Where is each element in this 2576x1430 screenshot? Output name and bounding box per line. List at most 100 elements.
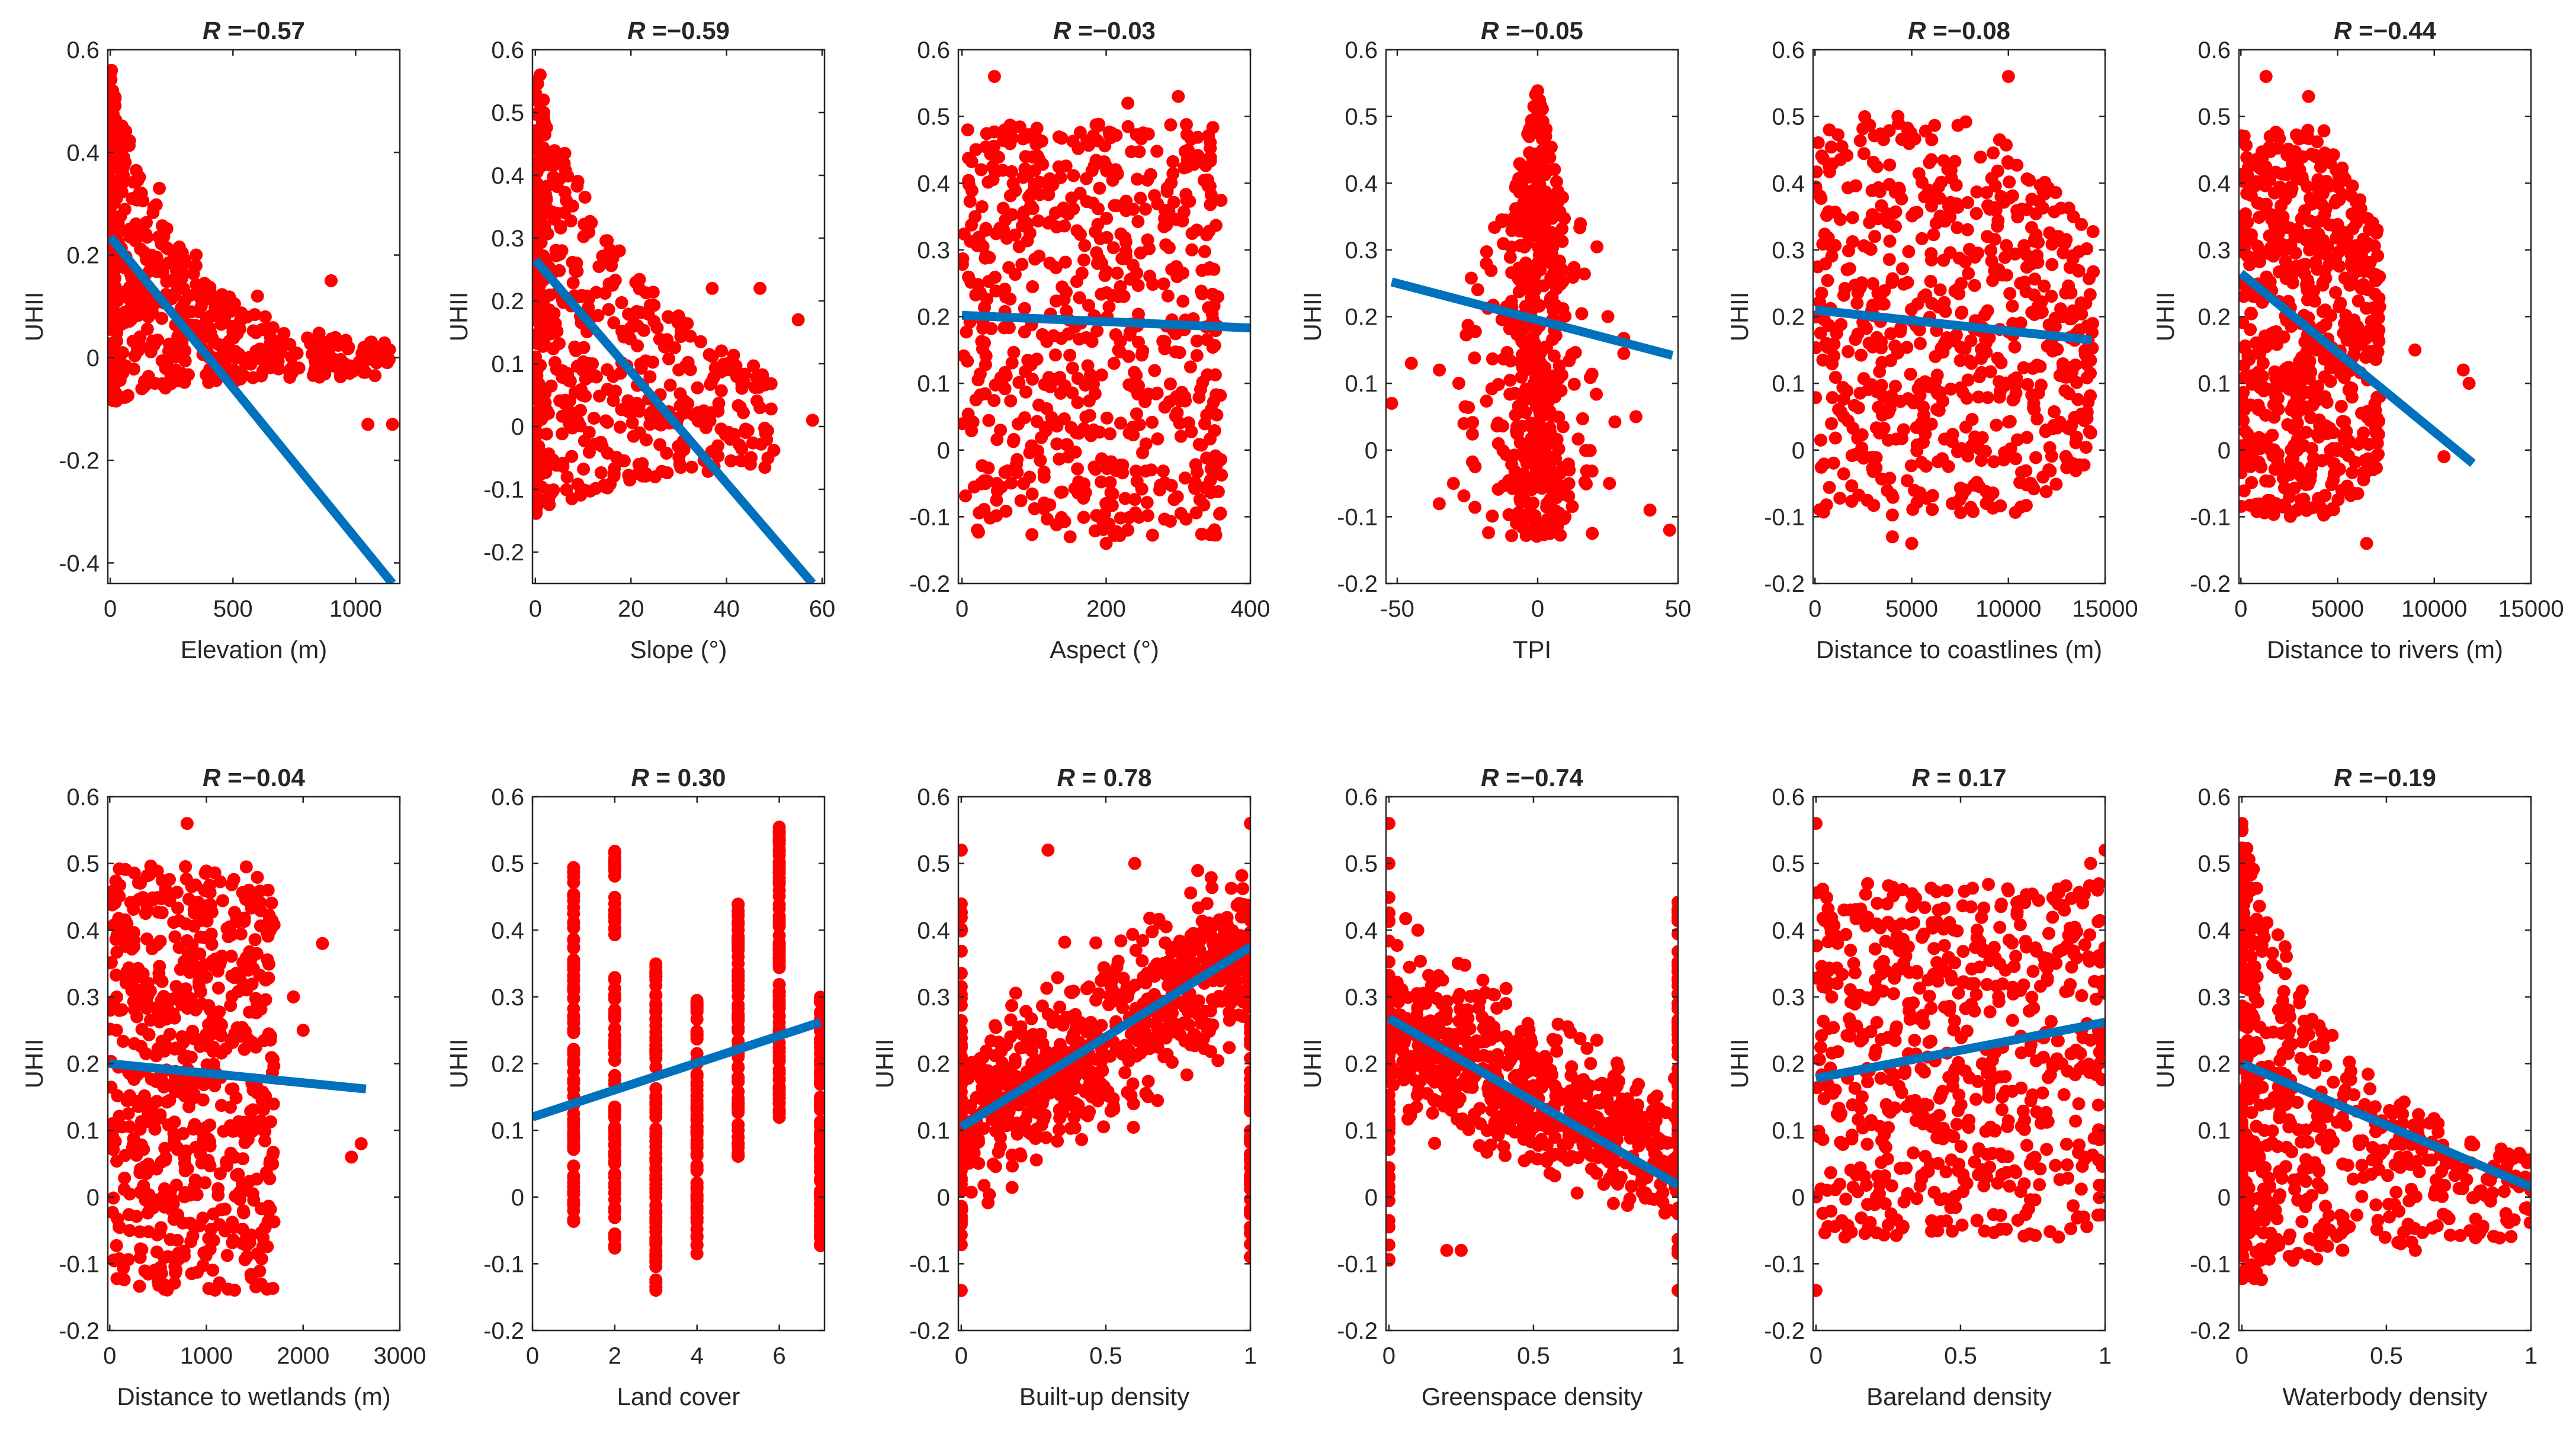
data-point <box>585 216 598 229</box>
data-point <box>1043 256 1057 270</box>
data-point <box>1917 435 1930 449</box>
data-point <box>245 1113 258 1127</box>
data-point <box>566 276 580 290</box>
data-point <box>1919 124 1932 138</box>
data-point <box>117 1261 130 1275</box>
data-point <box>1901 392 1915 405</box>
data-point <box>633 282 646 296</box>
data-point <box>1132 335 1145 349</box>
data-point <box>175 1030 189 1043</box>
data-point <box>250 1080 264 1094</box>
data-point <box>170 886 184 899</box>
x-tick-label: 60 <box>809 596 836 622</box>
data-point <box>133 1185 147 1199</box>
data-point <box>714 422 728 436</box>
data-point <box>126 192 139 206</box>
data-point <box>1914 377 1927 391</box>
data-point <box>1008 228 1022 242</box>
data-point <box>180 817 194 831</box>
data-point <box>1181 195 1195 209</box>
data-point <box>2319 318 2333 331</box>
data-point <box>251 289 264 303</box>
data-point <box>2271 457 2285 471</box>
y-tick-label: 0.3 <box>1772 238 1805 264</box>
data-point <box>345 1150 358 1164</box>
data-point <box>2302 372 2316 385</box>
data-point <box>2304 473 2317 487</box>
data-point <box>2080 319 2094 333</box>
data-point <box>625 416 639 429</box>
data-point <box>216 894 229 908</box>
data-point <box>2285 403 2298 416</box>
data-point <box>1102 517 1116 531</box>
data-point <box>1914 456 1928 469</box>
data-point <box>196 1259 210 1272</box>
data-point <box>1813 295 1826 309</box>
data-point <box>573 419 587 432</box>
data-point <box>1917 400 1930 414</box>
data-point <box>1200 228 1214 242</box>
data-point <box>1932 180 1946 193</box>
data-point <box>1075 267 1089 280</box>
r-symbol: R <box>1053 17 1072 44</box>
data-point <box>1514 495 1527 508</box>
data-point <box>2030 412 2044 426</box>
data-point <box>1157 220 1171 233</box>
data-point <box>1567 377 1581 391</box>
data-point <box>543 489 556 503</box>
data-point <box>239 1126 252 1140</box>
data-point <box>1103 476 1117 489</box>
data-point <box>690 1012 704 1026</box>
data-point <box>110 969 123 982</box>
data-point <box>532 176 543 190</box>
data-point <box>2087 265 2100 278</box>
data-point <box>2018 275 2032 289</box>
data-point <box>1938 214 1952 228</box>
y-axis-label: UHII <box>20 292 48 342</box>
data-point <box>556 427 569 441</box>
data-point <box>169 1266 182 1280</box>
data-point <box>1900 474 1914 488</box>
data-point <box>1858 110 1872 123</box>
data-point <box>153 181 166 195</box>
data-point <box>130 1010 144 1024</box>
data-point <box>1490 419 1504 433</box>
data-point <box>2021 378 2034 391</box>
data-point <box>1488 221 1502 234</box>
data-point <box>1404 357 1418 370</box>
data-point <box>133 1225 147 1239</box>
data-point <box>591 309 605 322</box>
data-point <box>612 454 625 468</box>
data-point <box>223 1101 237 1114</box>
data-point <box>643 370 657 384</box>
data-point <box>226 1216 239 1229</box>
y-tick-label: 0.1 <box>66 1118 100 1144</box>
data-point <box>1825 249 1839 263</box>
data-point <box>1198 481 1211 495</box>
data-point <box>1894 321 1907 335</box>
data-point <box>118 1171 131 1185</box>
data-point <box>215 1018 228 1032</box>
data-point <box>187 1181 201 1194</box>
data-point <box>589 286 603 299</box>
data-point <box>1590 387 1603 401</box>
data-point <box>119 359 133 373</box>
data-point <box>1508 386 1522 400</box>
data-point <box>2286 156 2299 169</box>
data-point <box>2263 130 2277 143</box>
data-point <box>1060 438 1073 451</box>
data-point <box>607 316 621 329</box>
data-point <box>1106 241 1120 255</box>
data-point <box>1985 254 1998 268</box>
data-point <box>532 350 542 364</box>
data-point <box>1891 347 1904 360</box>
data-point <box>1975 342 1988 356</box>
data-point <box>1924 199 1938 213</box>
data-point <box>296 1024 310 1037</box>
data-point <box>211 964 224 978</box>
data-point <box>2373 270 2386 283</box>
data-point <box>2306 501 2319 515</box>
data-point <box>1814 434 1827 447</box>
data-point <box>1543 151 1557 165</box>
data-point <box>1993 375 2006 389</box>
